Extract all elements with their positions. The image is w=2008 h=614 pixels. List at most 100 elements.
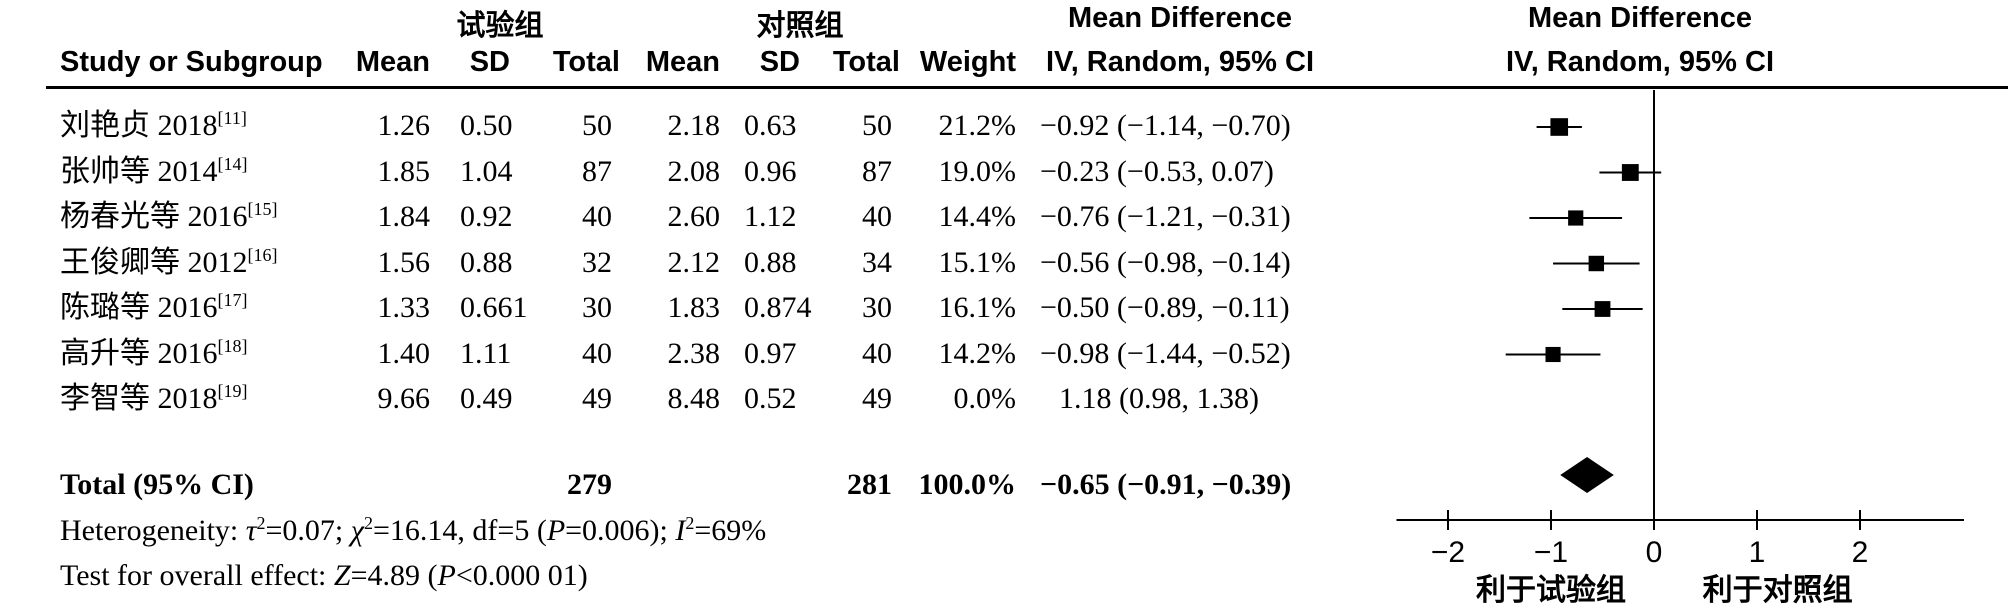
- mean-ctrl: 2.38: [667, 336, 721, 370]
- favors-control-label: 利于对照组: [1703, 573, 1853, 607]
- study-ref: [15]: [247, 199, 278, 219]
- sd-exp: 0.50: [460, 109, 513, 142]
- sd-exp: 0.88: [460, 245, 513, 279]
- total-ctrl: 40: [862, 200, 892, 233]
- study-ci: −0.92 (−1.14, −0.70): [1040, 109, 1291, 142]
- weight: 14.2%: [938, 336, 1017, 370]
- sd-exp: 1.04: [460, 154, 513, 188]
- total-row: Total (95% CI) 279 281 100.0% −0.65 (−0.…: [0, 463, 1330, 507]
- total-ctrl: 50: [862, 109, 892, 142]
- study-ci: −0.56 (−0.98, −0.14): [1040, 245, 1291, 279]
- p-symbol: P: [546, 514, 566, 547]
- study-ci: −0.50 (−0.89, −0.11): [1040, 291, 1290, 324]
- total-ctrl: 40: [862, 336, 892, 370]
- sd-ctrl: 0.88: [744, 245, 797, 279]
- study-name: 李智等 2018[19]: [60, 377, 248, 421]
- total-exp: 50: [582, 109, 612, 142]
- study-ref: [14]: [217, 153, 248, 174]
- p2-value: <0.000 01): [455, 559, 588, 592]
- sd-exp: 0.49: [460, 382, 513, 415]
- md-header: Mean Difference: [1067, 2, 1292, 34]
- study-ci: −0.98 (−1.44, −0.52): [1040, 336, 1291, 370]
- mean-ctrl: 1.83: [667, 291, 721, 324]
- study-ci: 1.18 (0.98, 1.38): [1059, 382, 1259, 415]
- study-name: 陈璐等 2016[17]: [60, 286, 248, 330]
- chi-value: =16.14, df=5 (: [372, 514, 547, 547]
- study-point: [1545, 346, 1561, 363]
- total-ctrl: 87: [862, 154, 892, 188]
- mean-exp: 1.56: [377, 245, 431, 279]
- chi-symbol: χ: [350, 514, 364, 547]
- total-ctrl: 30: [862, 291, 892, 324]
- overall-prefix: Test for overall effect:: [60, 559, 334, 592]
- study-name-text: 李智等 2018: [60, 382, 218, 415]
- study-point: [1568, 210, 1584, 226]
- total-exp: 40: [582, 336, 612, 370]
- total-exp: 279: [567, 468, 612, 501]
- sd-ctrl: 0.874: [744, 291, 812, 324]
- overall-effect-text: Test for overall effect: Z=4.89 (P<0.000…: [60, 559, 588, 593]
- mean-exp: 1.40: [377, 336, 431, 370]
- sd-exp: 0.661: [460, 291, 528, 324]
- weight: 15.1%: [938, 245, 1017, 279]
- total-exp: 32: [582, 245, 612, 279]
- study-row: 王俊卿等 2012[16] 1.56 0.88 32 2.12 0.88 34 15.1% −0…: [0, 241, 1330, 285]
- p2-symbol: P: [437, 559, 456, 592]
- plot-ci-header: IV, Random, 95% CI: [1505, 46, 1775, 78]
- i-value: =69%: [694, 514, 767, 547]
- weight: 16.1%: [938, 291, 1017, 324]
- col-weight-header: Weight: [919, 46, 1016, 78]
- sd-ctrl: 0.63: [744, 109, 797, 142]
- study-row: 张帅等 2014[14] 1.85 1.04 87 2.08 0.96 87 19.0% −0.…: [0, 150, 1330, 194]
- chi-sup: 2: [363, 513, 373, 533]
- total-ctrl: 49: [862, 382, 892, 415]
- tau-value: =0.07;: [265, 514, 351, 547]
- col-sd-exp-header: SD: [469, 46, 510, 78]
- total-ci: −0.65 (−0.91, −0.39): [1040, 468, 1292, 501]
- z-symbol: Z: [333, 559, 351, 592]
- mean-ctrl: 2.08: [667, 154, 721, 188]
- p-value: =0.006);: [565, 514, 676, 547]
- mean-ctrl: 8.48: [667, 382, 721, 415]
- mean-exp: 1.33: [377, 291, 431, 324]
- study-row: 刘艳贞 2018[11] 1.26 0.50 50 2.18 0.63 50 21.2% −0.…: [0, 104, 1330, 148]
- tau-sup: 2: [256, 513, 266, 533]
- exp-group-header: 试验组: [456, 10, 544, 42]
- mean-ctrl: 2.60: [667, 200, 721, 233]
- total-label: Total (95% CI): [60, 468, 254, 501]
- study-name: 张帅等 2014[14]: [60, 150, 248, 194]
- col-mean-exp-header: Mean: [355, 46, 430, 78]
- tau-symbol: τ: [245, 514, 257, 547]
- study-name-text: 张帅等 2014: [60, 154, 218, 188]
- mean-exp: 9.66: [377, 382, 431, 415]
- study-name-text: 杨春光等 2016: [60, 200, 248, 233]
- study-name: 高升等 2016[18]: [60, 332, 248, 376]
- col-total-ctrl-header: Total: [832, 46, 900, 78]
- sd-exp: 0.92: [460, 200, 513, 233]
- forest-plot: −2 −1 0 1 2 利于试验组 利于对照组: [1396, 90, 1964, 607]
- weight: 19.0%: [938, 154, 1017, 188]
- pooled-diamond: [1560, 457, 1614, 493]
- header-rule: [46, 86, 2008, 89]
- study-name: 杨春光等 2016[15]: [60, 195, 278, 239]
- study-row: 高升等 2016[18] 1.40 1.11 40 2.38 0.97 40 14.2% −0.…: [0, 332, 1330, 376]
- z-value: =4.89 (: [350, 559, 438, 592]
- study-ci: −0.23 (−0.53, 0.07): [1040, 154, 1274, 188]
- total-exp: 87: [582, 154, 612, 188]
- col-sd-ctrl-header: SD: [759, 46, 800, 78]
- study-ref: [17]: [217, 290, 248, 310]
- total-exp: 40: [582, 200, 612, 233]
- x-tick-label: 0: [1646, 536, 1663, 569]
- study-row: 李智等 2018[19] 9.66 0.49 49 8.48 0.52 49 0.0% 1.18…: [0, 377, 1330, 421]
- col-mean-ctrl-header: Mean: [645, 46, 720, 78]
- sd-ctrl: 0.96: [744, 154, 797, 188]
- x-tick-label: 1: [1749, 536, 1766, 569]
- study-name: 王俊卿等 2012[16]: [60, 241, 278, 285]
- i-symbol: I: [675, 514, 686, 547]
- study-row: 陈璐等 2016[17] 1.33 0.661 30 1.83 0.874 30 16.1% −…: [0, 286, 1330, 330]
- study-point: [1588, 255, 1605, 272]
- col-total-exp-header: Total: [552, 46, 620, 78]
- weight: 0.0%: [953, 382, 1017, 415]
- sd-ctrl: 1.12: [744, 200, 797, 233]
- study-ref: [18]: [217, 335, 248, 356]
